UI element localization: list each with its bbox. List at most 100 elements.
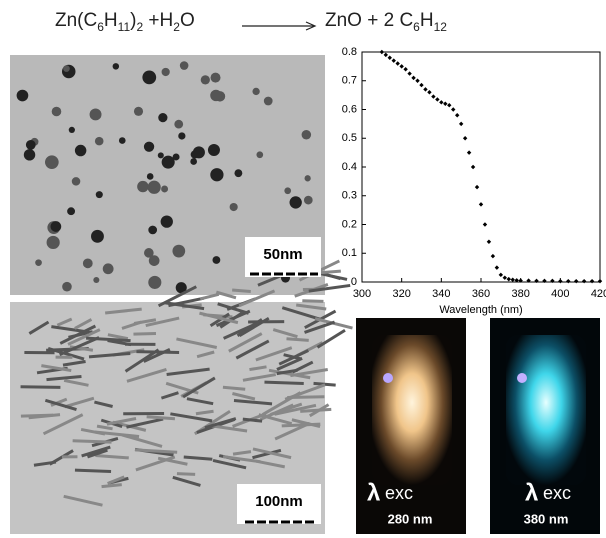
nanorod — [302, 299, 324, 303]
particle — [51, 106, 62, 117]
nanorod — [168, 296, 205, 308]
nanorod — [95, 454, 129, 460]
particle — [63, 65, 70, 72]
nanorod — [172, 475, 201, 487]
nanorod — [164, 301, 205, 311]
nanorod — [232, 412, 267, 428]
eq-sub: 6 — [413, 19, 420, 34]
nanorod — [199, 311, 239, 325]
data-point — [423, 87, 428, 92]
nanorod — [180, 381, 208, 398]
particle — [289, 196, 302, 209]
nanorod — [295, 303, 327, 311]
data-point — [550, 278, 555, 284]
data-point — [415, 78, 420, 83]
data-point — [510, 277, 515, 282]
nanorod — [210, 424, 248, 433]
nanorod — [274, 421, 311, 441]
data-point — [443, 101, 448, 106]
particle — [46, 235, 60, 250]
particle — [30, 137, 39, 146]
nanorod — [252, 447, 292, 460]
nanorod — [63, 378, 89, 387]
data-point — [542, 278, 547, 284]
data-point — [395, 61, 400, 66]
particle — [16, 89, 29, 102]
particle — [74, 144, 87, 157]
nanorod — [121, 433, 163, 448]
nanorod — [291, 360, 314, 374]
nanorod — [109, 476, 129, 485]
eq-part: Zn(C — [55, 10, 98, 31]
x-tick-label: 320 — [392, 288, 410, 300]
vial-spot — [383, 373, 393, 383]
nanorod — [134, 448, 178, 454]
data-point — [399, 64, 404, 69]
x-tick-label: 340 — [432, 288, 450, 300]
data-point — [466, 150, 472, 155]
eq-part: H — [103, 10, 118, 31]
nanorod — [46, 347, 89, 352]
data-point — [490, 253, 496, 259]
x-tick-label: 360 — [472, 288, 490, 300]
nanorod — [249, 365, 267, 372]
nanorod — [107, 339, 132, 347]
nanorod — [145, 316, 180, 328]
nanorod — [59, 324, 97, 345]
nanorod — [281, 306, 322, 321]
eq-sub: 2 — [136, 19, 144, 34]
nanorod — [91, 437, 119, 448]
nanorod — [278, 349, 309, 366]
particle — [190, 150, 199, 159]
nanorod — [104, 307, 142, 315]
vial-glow — [372, 335, 452, 485]
nanorod — [96, 424, 113, 431]
nanorod — [176, 472, 196, 476]
nanorod — [313, 381, 336, 387]
nanorod — [257, 273, 284, 287]
nanorod — [223, 320, 261, 340]
particle — [256, 151, 264, 159]
tem-image-bottom — [10, 259, 353, 534]
nanorod — [222, 455, 261, 464]
data-point — [379, 49, 385, 55]
particle — [68, 126, 75, 134]
nanorod — [308, 283, 351, 293]
particle — [303, 195, 313, 205]
particle — [62, 281, 72, 292]
nanorod — [46, 375, 82, 382]
y-tick-label: 0.1 — [342, 247, 357, 259]
data-point — [566, 278, 571, 284]
nanorod — [157, 285, 197, 308]
nanorod — [183, 455, 213, 461]
data-point — [494, 265, 500, 270]
nanorod — [36, 366, 68, 375]
nanorod — [232, 392, 256, 401]
x-tick-label: 300 — [353, 288, 371, 300]
nanorod — [33, 460, 57, 467]
data-point — [403, 67, 408, 72]
particle — [94, 136, 104, 146]
eq-sub: 12 — [433, 19, 447, 34]
scale-label: 50nm — [263, 246, 302, 263]
particle — [291, 251, 304, 264]
nanorod — [94, 430, 140, 438]
nanorod — [294, 283, 329, 298]
data-point — [526, 278, 531, 283]
nanorod — [41, 364, 72, 373]
nanorod — [209, 312, 230, 328]
nanorod — [276, 356, 303, 371]
particle — [133, 106, 144, 116]
nanorod — [226, 297, 256, 311]
y-tick-label: 0.7 — [342, 75, 357, 87]
nanorod — [136, 350, 180, 354]
particle — [161, 185, 169, 193]
y-tick-label: 0.2 — [342, 218, 357, 230]
nanorod — [215, 290, 237, 300]
nanorod — [314, 317, 353, 330]
vial-glow — [506, 335, 586, 485]
tem-image-top — [10, 55, 325, 295]
scale-box — [237, 484, 321, 524]
particle — [207, 144, 220, 157]
